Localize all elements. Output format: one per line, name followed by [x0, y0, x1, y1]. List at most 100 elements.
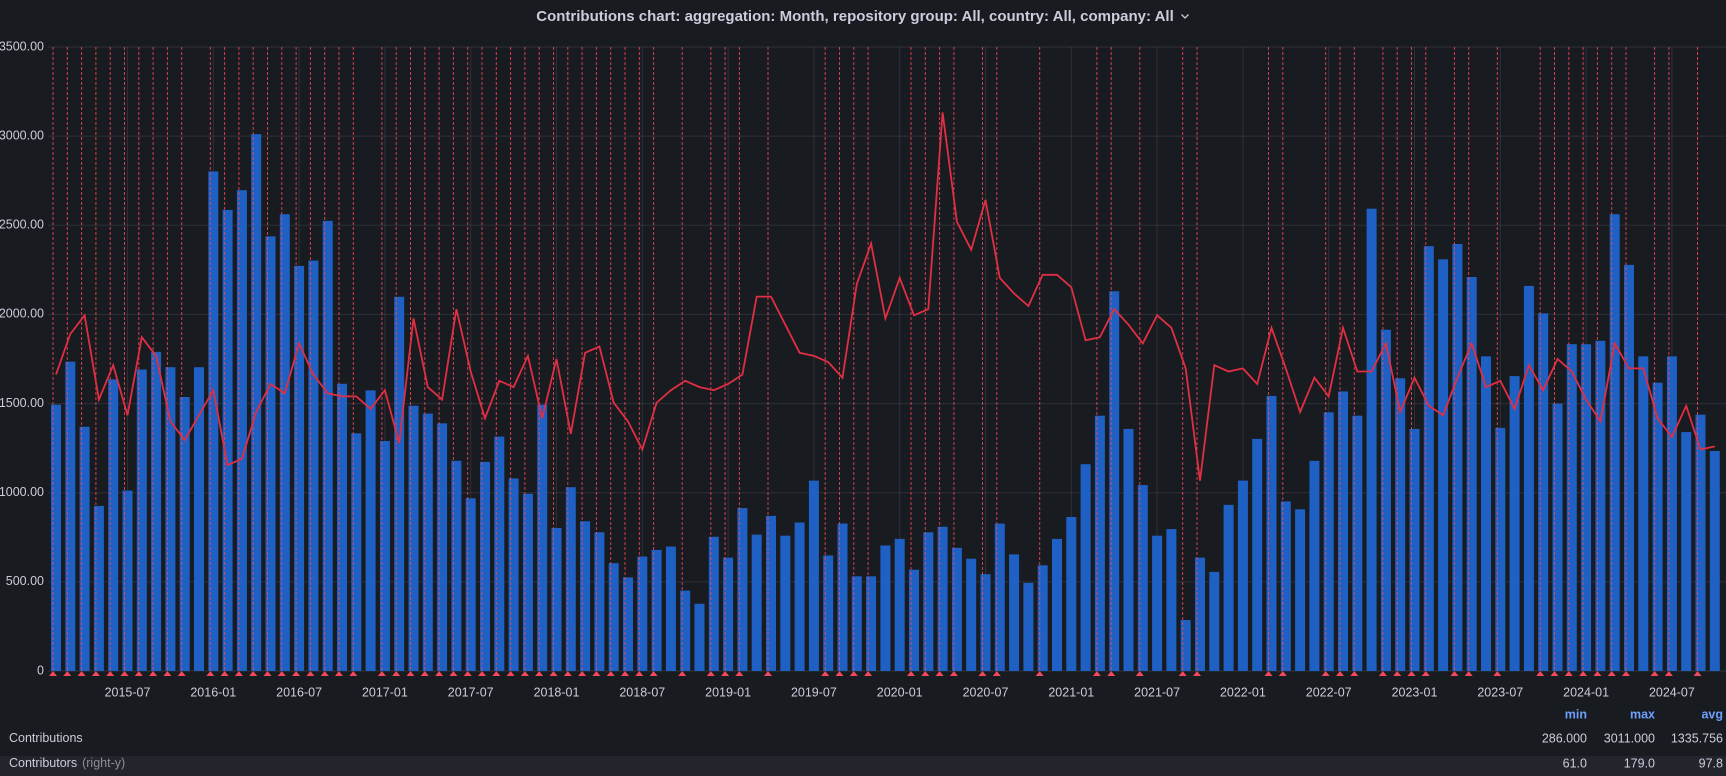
- bar: [1323, 412, 1334, 671]
- bar: [337, 383, 347, 671]
- x-tick-label: 2024-07: [1649, 685, 1695, 699]
- annotation-marker: [77, 671, 86, 676]
- bar: [637, 556, 648, 671]
- bar: [1252, 438, 1263, 671]
- legend-series-name[interactable]: Contributions: [9, 731, 83, 745]
- bar: [322, 220, 333, 672]
- bar: [737, 508, 748, 671]
- bar: [408, 405, 419, 671]
- bar: [93, 505, 104, 671]
- legend-column-header: min: [1565, 707, 1587, 721]
- bar: [1266, 395, 1277, 671]
- bar: [1094, 415, 1105, 671]
- annotation-marker: [735, 671, 744, 676]
- annotation-marker: [535, 671, 544, 676]
- bar: [1023, 582, 1034, 671]
- annotation-marker: [578, 671, 587, 676]
- annotation-marker: [463, 671, 472, 676]
- annotation-marker: [621, 671, 629, 676]
- legend-stat: 179.0: [1624, 756, 1655, 770]
- annotation-marker: [949, 671, 958, 676]
- bar: [951, 547, 962, 671]
- annotation-marker: [1664, 671, 1673, 676]
- annotation-marker: [220, 671, 229, 676]
- annotation-marker: [1650, 671, 1659, 676]
- y-tick-label: 500.00: [6, 574, 44, 588]
- bar: [194, 367, 204, 671]
- annotation-marker: [649, 671, 658, 676]
- annotation-marker: [1564, 671, 1573, 676]
- bar: [880, 545, 891, 671]
- annotation-marker: [1264, 671, 1273, 676]
- bar: [780, 535, 791, 671]
- legend-stat: 61.0: [1563, 756, 1587, 770]
- x-tick-label: 2020-01: [877, 685, 923, 699]
- annotation-marker: [1336, 671, 1344, 676]
- panel-header[interactable]: Contributions chart: aggregation: Month,…: [0, 4, 1726, 28]
- bar: [65, 361, 76, 671]
- bar: [1066, 516, 1077, 671]
- annotation-marker: [678, 671, 687, 676]
- annotation-marker: [249, 671, 258, 676]
- annotation-marker: [1421, 671, 1430, 676]
- annotation-marker: [377, 671, 386, 676]
- bar: [1009, 554, 1020, 671]
- annotation-marker: [706, 671, 715, 676]
- bar: [580, 521, 591, 671]
- y-tick-label: 1500.00: [0, 396, 44, 410]
- bar: [308, 260, 319, 671]
- bar: [51, 404, 61, 671]
- bar: [1152, 535, 1163, 671]
- annotation-marker: [1550, 671, 1559, 676]
- bar: [379, 441, 390, 671]
- annotation-marker: [1407, 671, 1416, 676]
- bar: [1638, 356, 1649, 671]
- bar: [851, 576, 862, 671]
- bar: [1109, 291, 1120, 671]
- bar: [794, 522, 805, 671]
- bar: [236, 190, 247, 671]
- x-tick-label: 2023-01: [1392, 685, 1438, 699]
- x-tick-label: 2017-07: [448, 685, 494, 699]
- bar: [594, 532, 605, 671]
- bar: [1338, 391, 1348, 671]
- annotation-marker: [306, 671, 315, 676]
- annotation-marker: [1278, 671, 1287, 676]
- bar: [494, 436, 505, 671]
- bar: [1080, 464, 1091, 671]
- annotation-marker: [149, 671, 158, 676]
- bar: [994, 523, 1005, 671]
- bar: [551, 528, 562, 671]
- legend-series-name[interactable]: Contributors (right-y): [9, 756, 125, 770]
- annotation-marker: [992, 671, 1001, 676]
- bar: [866, 576, 877, 671]
- annotation-marker: [1493, 671, 1502, 676]
- bar: [766, 515, 776, 671]
- bar: [1481, 356, 1491, 671]
- annotation-marker: [206, 671, 215, 676]
- x-tick-label: 2024-01: [1563, 685, 1609, 699]
- bar: [1681, 432, 1692, 671]
- x-tick-label: 2018-01: [534, 685, 580, 699]
- bar: [894, 538, 905, 671]
- annotation-marker: [1350, 671, 1359, 676]
- bar: [837, 523, 848, 671]
- y-tick-label: 1000.00: [0, 485, 44, 499]
- bar: [122, 490, 133, 671]
- bar: [1438, 259, 1449, 671]
- legend-stat: 3011.000: [1604, 731, 1655, 745]
- annotation-marker: [1693, 671, 1702, 676]
- x-tick-label: 2021-01: [1048, 685, 1094, 699]
- annotation-marker: [1035, 671, 1044, 676]
- y-tick-label: 2500.00: [0, 218, 44, 232]
- annotation-marker: [406, 671, 415, 676]
- bar: [708, 536, 719, 671]
- legend-axis-note: (right-y): [82, 756, 125, 770]
- bar: [651, 549, 662, 671]
- annotation-marker: [1579, 671, 1588, 676]
- annotation-marker: [849, 671, 858, 676]
- x-tick-label: 2019-01: [705, 685, 751, 699]
- legend-name: Contributors: [9, 756, 77, 770]
- annotation-marker: [1464, 671, 1473, 676]
